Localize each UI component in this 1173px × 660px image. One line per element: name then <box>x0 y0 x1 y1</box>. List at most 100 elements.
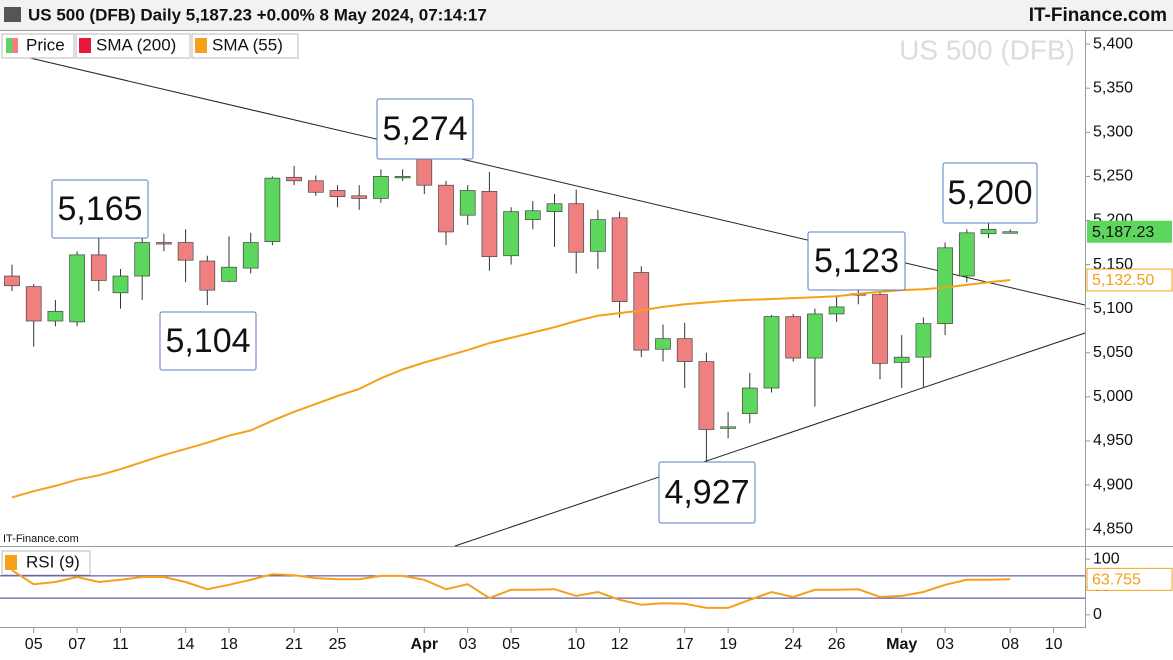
app-icon <box>4 7 21 22</box>
last-price-box <box>1087 220 1172 243</box>
candle-body <box>676 338 693 362</box>
candle-body <box>221 266 237 282</box>
series-line <box>11 569 1011 609</box>
legend-swatch <box>195 38 207 53</box>
legend-label: SMA (55) <box>212 35 283 54</box>
legend-swatch <box>6 38 12 53</box>
source-label: IT-Finance.com <box>3 533 79 545</box>
candle-body <box>90 254 107 281</box>
x-tick-label: 10 <box>1045 636 1063 653</box>
candle-body <box>199 260 216 291</box>
y-tick-label: 5,300 <box>1093 124 1133 141</box>
candle-body <box>720 426 736 429</box>
candle-body <box>373 176 389 199</box>
x-tick-label: 26 <box>828 636 846 653</box>
candle-body <box>698 361 715 430</box>
candle-body <box>785 316 802 359</box>
legend-swatch <box>12 38 18 53</box>
y-tick-label: 4,950 <box>1093 432 1133 449</box>
candle-body <box>828 306 845 315</box>
x-tick-label: 05 <box>502 636 520 653</box>
candle-body <box>524 210 541 220</box>
candle-body <box>937 247 953 325</box>
candle-body <box>807 313 823 359</box>
y-tick-label: 5,400 <box>1093 35 1133 52</box>
candle-body <box>351 195 368 199</box>
x-tick-label: 10 <box>567 636 585 653</box>
legend-item <box>75 33 191 59</box>
candle-body <box>156 242 172 245</box>
trend-line <box>454 332 1086 547</box>
legend-label: RSI (9) <box>26 552 80 571</box>
annotation-box <box>807 231 906 291</box>
header-bar <box>0 0 1173 30</box>
annotation-label: 5,104 <box>165 322 250 360</box>
candle-body <box>307 180 324 193</box>
x-tick-label: May <box>886 636 917 653</box>
y-tick-label: 5,050 <box>1093 344 1133 361</box>
x-tick-label: 07 <box>68 636 86 653</box>
brand: IT-Finance.com <box>1029 5 1167 26</box>
candle-body <box>741 387 758 414</box>
candle-body <box>438 184 454 233</box>
candle-body <box>134 242 151 277</box>
x-tick-label: 11 <box>112 636 129 653</box>
x-tick-label: 18 <box>220 636 238 653</box>
y-tick-label: 5,000 <box>1093 388 1133 405</box>
candle-body <box>546 203 563 213</box>
x-tick-label: 14 <box>177 636 195 653</box>
x-tick-label: 03 <box>936 636 954 653</box>
candle-body <box>69 254 85 323</box>
candle-body <box>1002 231 1019 234</box>
candle-body <box>655 338 671 350</box>
legend: Price SMA (200) SMA (55) RSI (9) <box>1 33 299 576</box>
candle-body <box>872 294 888 364</box>
annotation-label: 5,200 <box>947 174 1032 212</box>
candle-body <box>329 190 346 198</box>
candle-body <box>112 275 129 294</box>
candle-body <box>4 275 20 287</box>
candle-body <box>47 310 64 322</box>
x-tick-label: 21 <box>285 636 303 653</box>
last-value-label: 63.755 <box>1092 572 1141 589</box>
legend-label: SMA (200) <box>96 35 176 54</box>
header-title: US 500 (DFB) Daily 5,187.23 +0.00% 8 May… <box>28 5 487 24</box>
legend-swatch <box>79 38 91 53</box>
last-value-box <box>1086 268 1173 292</box>
candle-body <box>958 232 975 277</box>
candle-body <box>459 190 476 216</box>
candle-body <box>503 211 519 257</box>
candle-body <box>242 242 259 269</box>
annotation-box <box>51 179 149 239</box>
annotation-box <box>658 461 756 524</box>
last-value-box <box>1086 567 1173 591</box>
candle-body <box>177 242 194 261</box>
series-line <box>11 279 1011 499</box>
candle-body <box>611 217 628 302</box>
y-tick-label: 4,900 <box>1093 476 1133 493</box>
watermark: US 500 (DFB) <box>899 34 1075 65</box>
y-tick-label: 5,100 <box>1093 300 1133 317</box>
candle-body <box>264 177 281 242</box>
x-tick-label: Apr <box>411 636 439 653</box>
last-price-label: 5,187.23 <box>1092 224 1154 241</box>
legend-label: Price <box>26 35 65 54</box>
y-tick-label: 4,850 <box>1093 520 1133 537</box>
x-tick-label: 19 <box>719 636 737 653</box>
y-tick-label: 5,250 <box>1093 168 1133 185</box>
annotation-box <box>376 98 474 160</box>
x-tick-label: 12 <box>611 636 629 653</box>
annotation-label: 5,165 <box>57 190 142 228</box>
x-tick-label: 17 <box>676 636 694 653</box>
candle-body <box>980 228 997 235</box>
y-tick-label: 100 <box>1093 550 1120 567</box>
annotation-label: 4,927 <box>664 473 749 511</box>
y-tick-label: 5,350 <box>1093 79 1133 96</box>
candle-body <box>915 323 932 358</box>
annotation-box <box>159 311 257 371</box>
legend-swatch <box>5 555 17 570</box>
x-tick-label: 08 <box>1001 636 1019 653</box>
x-tick-label: 05 <box>25 636 43 653</box>
candle-body <box>590 219 606 252</box>
